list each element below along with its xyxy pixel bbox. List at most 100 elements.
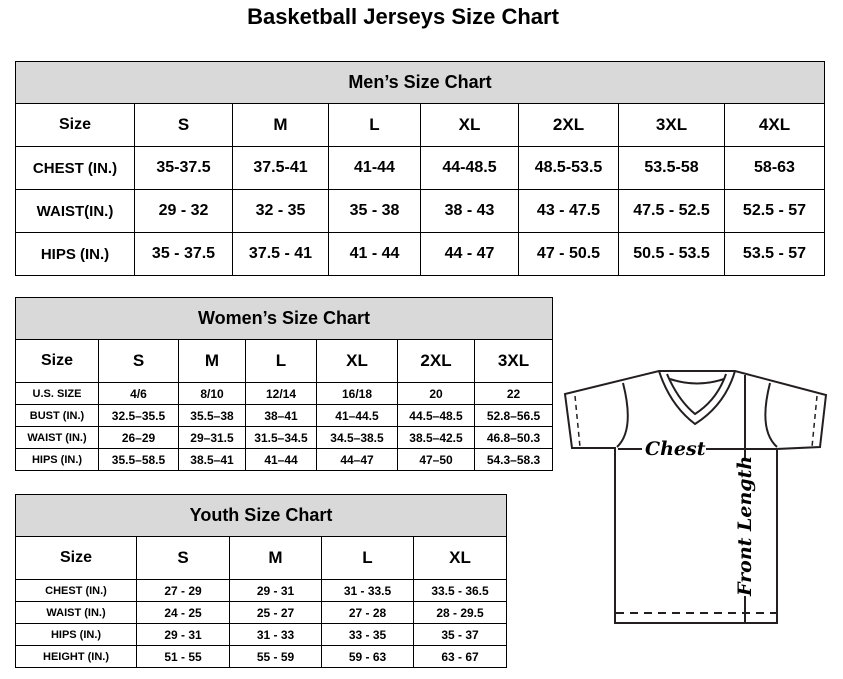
men-heading-row: Men’s Size Chart [15,61,825,104]
table-cell: 31 - 33.5 [321,579,414,602]
youth-table-heading: Youth Size Chart [14,494,508,537]
women-heading-row: Women’s Size Chart [14,297,554,340]
table-cell: 58-63 [724,146,825,190]
size-column-header: Size [15,103,135,147]
table-cell: 35 - 38 [328,189,421,233]
size-header-cell: M [178,339,246,383]
table-cell: 55 - 59 [229,645,322,668]
mens-size-table: Men’s Size Chart Size S M L XL 2XL 3XL 4XL CHEST … [15,61,825,276]
table-row: WAIST (IN.) 26–29 29–31.5 31.5–34.5 34.5–38.… [15,426,554,449]
size-header-cell: L [321,536,414,580]
table-cell: 24 - 25 [136,601,230,624]
table-cell: 41 - 44 [328,232,421,276]
row-label: HIPS (IN.) [15,623,137,646]
table-row: HIPS (IN.) 35.5–58.5 38.5–41 41–44 44–47 47–5… [15,448,554,471]
table-cell: 41–44 [245,448,317,471]
table-cell: 35.5–38 [178,404,246,427]
table-row: HIPS (IN.) 29 - 31 31 - 33 33 - 35 35 - 37 [15,623,508,646]
table-cell: 38.5–41 [178,448,246,471]
table-cell: 26–29 [98,426,179,449]
table-row: WAIST (IN.) 24 - 25 25 - 27 27 - 28 28 - 29.… [15,601,508,624]
size-header-cell: S [98,339,179,383]
table-cell: 50.5 - 53.5 [618,232,725,276]
size-column-header: Size [15,536,137,580]
table-cell: 16/18 [316,382,398,405]
size-header-cell: 3XL [618,103,725,147]
row-label: U.S. SIZE [15,382,99,405]
table-cell: 47–50 [397,448,475,471]
table-cell: 33 - 35 [321,623,414,646]
left-sleeve-hem [574,395,581,448]
table-cell: 47.5 - 52.5 [618,189,725,233]
row-label: CHEST (IN.) [15,579,137,602]
table-cell: 37.5 - 41 [232,232,329,276]
table-cell: 43 - 47.5 [518,189,619,233]
row-label: HEIGHT (IN.) [15,645,137,668]
table-cell: 29–31.5 [178,426,246,449]
left-armhole [616,382,629,448]
row-label: HIPS (IN.) [15,232,135,276]
size-header-cell: L [245,339,317,383]
youth-size-table: Youth Size Chart Size S M L XL CHEST (IN.) 27 -… [14,494,508,668]
women-table-heading: Women’s Size Chart [14,297,554,340]
size-header-cell: 2XL [397,339,475,383]
table-cell: 37.5-41 [232,146,329,190]
table-cell: 27 - 29 [136,579,230,602]
size-header-cell: 2XL [518,103,619,147]
jersey-outline [563,370,828,624]
table-cell: 44 - 47 [420,232,519,276]
size-column-header: Size [15,339,99,383]
table-cell: 35-37.5 [134,146,233,190]
size-header-cell: M [232,103,329,147]
table-cell: 12/14 [245,382,317,405]
size-header-cell: S [136,536,230,580]
womens-size-table: Women’s Size Chart Size S M L XL 2XL 3XL U.S. SI… [14,297,554,471]
table-cell: 53.5-58 [618,146,725,190]
table-row: WAIST(IN.) 29 - 32 32 - 35 35 - 38 38 - 43 43… [15,189,825,233]
row-label: HIPS (IN.) [15,448,99,471]
table-cell: 38 - 43 [420,189,519,233]
table-cell: 25 - 27 [229,601,322,624]
front-length-label: Front Length [734,456,756,597]
table-row: HEIGHT (IN.) 51 - 55 55 - 59 59 - 63 63 - 67 [15,645,508,668]
size-header-cell: XL [420,103,519,147]
row-label: WAIST (IN.) [15,601,137,624]
table-cell: 48.5-53.5 [518,146,619,190]
table-cell: 52.5 - 57 [724,189,825,233]
v-neck-inner [666,373,727,416]
men-table-heading: Men’s Size Chart [15,61,825,104]
table-cell: 20 [397,382,475,405]
size-header-cell: 3XL [473,339,554,383]
table-row: CHEST (IN.) 27 - 29 29 - 31 31 - 33.5 33.5 -… [15,579,508,602]
table-cell: 29 - 31 [136,623,230,646]
table-cell: 32.5–35.5 [98,404,179,427]
table-cell: 51 - 55 [136,645,230,668]
table-cell: 52.8–56.5 [473,404,554,427]
table-cell: 35.5–58.5 [98,448,179,471]
chest-label: Chest [645,438,706,460]
table-cell: 59 - 63 [321,645,414,668]
table-cell: 31.5–34.5 [245,426,317,449]
table-cell: 32 - 35 [232,189,329,233]
size-header-row: Size S M L XL [15,536,508,580]
table-cell: 29 - 32 [134,189,233,233]
table-cell: 44-48.5 [420,146,519,190]
table-cell: 35 - 37 [412,623,508,646]
table-cell: 54.3–58.3 [473,448,554,471]
table-cell: 53.5 - 57 [724,232,825,276]
jersey-diagram: Chest Front Length [563,370,828,624]
size-header-row: Size S M L XL 2XL 3XL 4XL [15,103,825,147]
table-cell: 46.8–50.3 [473,426,554,449]
table-cell: 27 - 28 [321,601,414,624]
page-title: Basketball Jerseys Size Chart [247,4,559,29]
table-cell: 4/6 [98,382,179,405]
table-cell: 31 - 33 [229,623,322,646]
table-cell: 47 - 50.5 [518,232,619,276]
table-cell: 44.5–48.5 [397,404,475,427]
table-row: CHEST (IN.) 35-37.5 37.5-41 41-44 44-48.5 48.… [15,146,825,190]
table-cell: 29 - 31 [229,579,322,602]
size-header-cell: XL [316,339,398,383]
row-label: BUST (IN.) [15,404,99,427]
table-row: HIPS (IN.) 35 - 37.5 37.5 - 41 41 - 44 44 - … [15,232,825,276]
